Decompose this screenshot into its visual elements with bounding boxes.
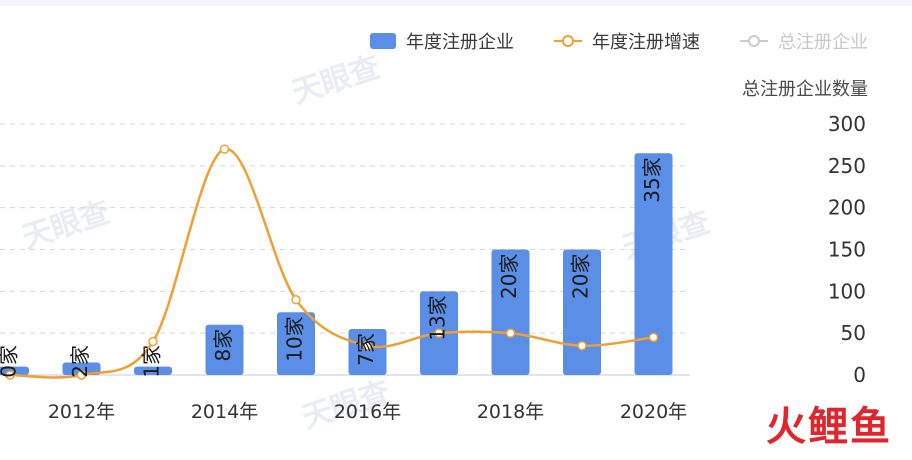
- bar-2019[interactable]: [563, 249, 601, 376]
- legend-bar-swatch: [370, 33, 396, 49]
- legend-line-swatch: [554, 35, 582, 47]
- bar-2018[interactable]: [491, 249, 530, 376]
- right-axis-tick-label: 200: [828, 196, 866, 220]
- bar-2013[interactable]: [134, 366, 172, 375]
- legend-item-growth[interactable]: 年度注册增速: [554, 28, 700, 54]
- growth-point-2011[interactable]: [5, 370, 15, 380]
- growth-point-2016[interactable]: [362, 340, 373, 351]
- right-axis-tick-label: 300: [828, 112, 866, 136]
- growth-point-2017[interactable]: [434, 328, 444, 338]
- right-axis-title: 总注册企业数量: [742, 79, 868, 100]
- bar-2016[interactable]: [348, 328, 387, 375]
- right-axis-tick-label: 100: [828, 279, 866, 303]
- bar-data-label: 0家: [0, 345, 21, 378]
- bar-data-label: 2家: [68, 345, 92, 378]
- growth-point-2020[interactable]: [648, 332, 659, 343]
- bar-data-label: 10家: [283, 316, 307, 361]
- bar-data-label: 13家: [426, 295, 450, 340]
- growth-point-2013[interactable]: [148, 336, 158, 347]
- growth-point-2018[interactable]: [505, 328, 516, 338]
- right-axis-tick-label: 150: [828, 238, 866, 262]
- bar-2014[interactable]: [205, 324, 244, 375]
- x-axis-tick-label: 2012年: [48, 401, 115, 423]
- top-border: [0, 0, 912, 6]
- x-axis-tick-label: 2018年: [477, 401, 544, 423]
- bar-2015[interactable]: [277, 312, 315, 375]
- legend-label-annual-registered: 年度注册企业: [406, 32, 514, 53]
- bar-data-label: 1家: [140, 345, 164, 378]
- bar-2012[interactable]: [62, 362, 101, 375]
- x-axis-tick-label: 2014年: [191, 401, 258, 423]
- legend-item-annual-registered[interactable]: 年度注册企业: [370, 28, 514, 54]
- legend-label-total: 总注册企业: [778, 32, 868, 53]
- bar-data-label: 20家: [497, 254, 521, 299]
- x-axis-tick-label: 2020年: [620, 401, 687, 423]
- x-axis-tick-label: 2016年: [334, 401, 401, 423]
- right-axis-tick-label: 250: [828, 154, 866, 178]
- growth-line: [9, 147, 654, 379]
- legend-total-swatch: [740, 35, 768, 47]
- legend-item-total[interactable]: 总注册企业: [740, 28, 868, 54]
- bar-data-label: 20家: [569, 254, 593, 299]
- right-axis-tick-label: 50: [841, 321, 866, 345]
- growth-point-2014[interactable]: [219, 144, 230, 154]
- chart-legend: 年度注册企业 年度注册增速 总注册企业: [370, 28, 868, 54]
- bar-data-label: 8家: [211, 329, 235, 362]
- bar-2020[interactable]: [634, 153, 673, 375]
- growth-point-2015[interactable]: [291, 294, 301, 305]
- bar-data-label: 7家: [354, 333, 378, 366]
- growth-point-2012[interactable]: [76, 370, 87, 380]
- brand-logo: 火鲤鱼: [766, 404, 892, 450]
- legend-label-growth: 年度注册增速: [592, 32, 700, 53]
- bar-data-label: 35家: [640, 157, 664, 202]
- right-axis-tick-label: 0: [853, 363, 866, 387]
- growth-point-2019[interactable]: [577, 340, 587, 351]
